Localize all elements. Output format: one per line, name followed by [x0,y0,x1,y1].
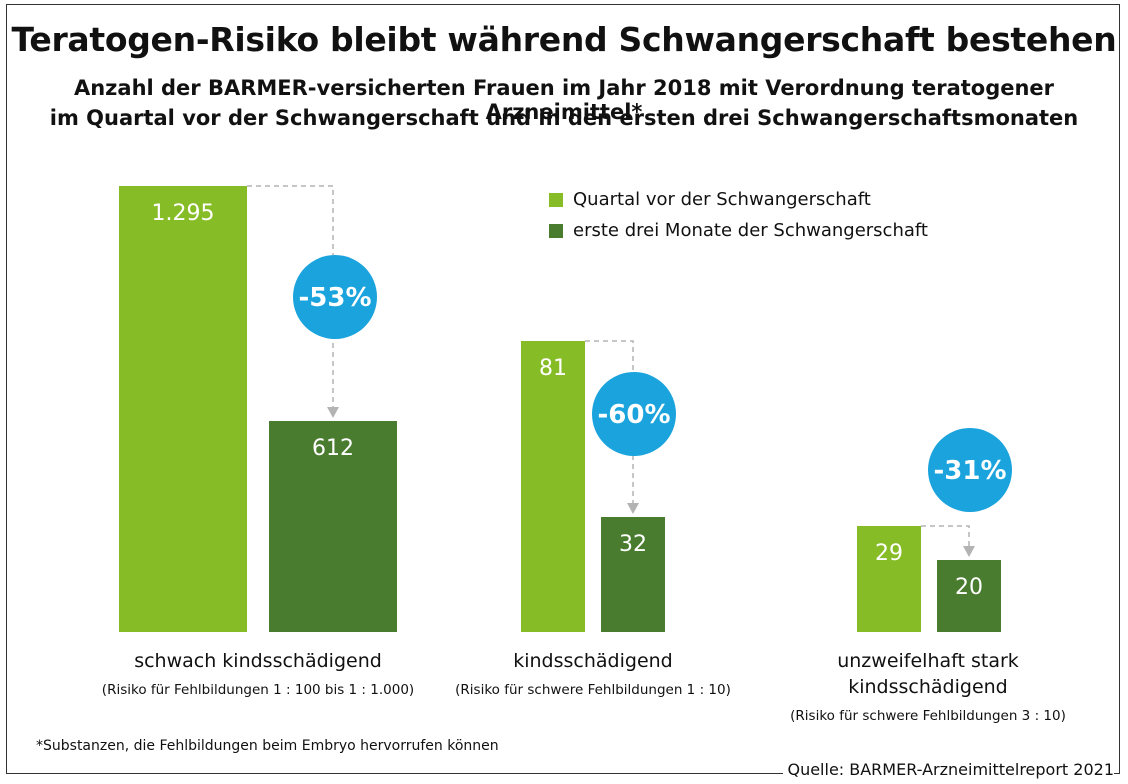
bar-quartal-vor-2 [857,526,921,632]
arrow-head-icon [327,407,339,418]
bar-erste-drei-monate-2 [937,560,1001,632]
bar-value-label: 32 [619,532,647,557]
change-bubble-2 [928,428,1012,512]
category-note-stark: (Risiko für schwere Fehlbildungen 3 : 10… [790,708,1066,724]
chart-subtitle-line2: im Quartal vor der Schwangerschaft und i… [49,106,1079,130]
bar-value-label: 1.295 [152,201,215,226]
legend-swatch-light-green [549,192,563,207]
legend-item-erste-drei-monate: erste drei Monate der Schwangerschaft [549,220,928,241]
bar-erste-drei-monate-1 [601,517,665,632]
bar-quartal-vor-1 [521,341,585,632]
arrow-head-icon [963,546,975,557]
legend-swatch-dark-green [549,223,563,238]
change-percent-label: -53% [298,283,371,313]
source-note: Quelle: BARMER-Arzneimittelreport 2021 [783,760,1114,779]
change-connector-2 [921,525,970,548]
bar-quartal-vor-0 [119,186,247,632]
bar-value-label: 20 [955,575,983,600]
bar-erste-drei-monate-0 [269,421,397,632]
category-label-stark-line2: kindsschädigend [848,676,1008,698]
category-label-stark-line1: unzweifelhaft stark [837,650,1019,672]
change-bubble-0 [293,255,377,339]
category-note-schwach: (Risiko für Fehlbildungen 1 : 100 bis 1 … [101,682,415,698]
legend-label: erste drei Monate der Schwangerschaft [573,220,928,241]
chart-frame [6,4,1120,774]
bar-value-label: 81 [539,356,567,381]
chart-subtitle-line1: Anzahl der BARMER-versicherten Frauen im… [73,76,1055,124]
change-percent-label: -31% [933,456,1006,486]
footnote: *Substanzen, die Fehlbildungen beim Embr… [36,738,499,754]
category-note-kindsschaedigend: (Risiko für schwere Fehlbildungen 1 : 10… [455,682,731,698]
legend-label: Quartal vor der Schwangerschaft [573,189,871,210]
category-label-schwach: schwach kindsschädigend [134,650,382,672]
bar-value-label: 612 [312,436,354,461]
change-bubble-1 [592,372,676,456]
legend-item-quartal-vor: Quartal vor der Schwangerschaft [549,189,871,210]
category-label-kindsschaedigend: kindsschädigend [513,650,673,672]
bar-value-label: 29 [875,541,903,566]
chart-title: Teratogen-Risiko bleibt während Schwange… [11,20,1117,59]
arrow-head-icon [627,503,639,514]
change-percent-label: -60% [597,400,670,430]
